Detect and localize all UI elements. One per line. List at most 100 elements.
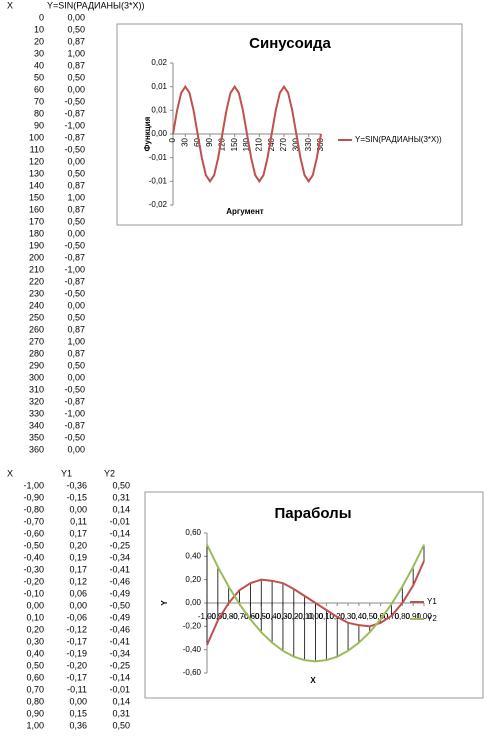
- cell: 0,30: [26, 636, 44, 646]
- cell: 0,14: [112, 504, 130, 514]
- cell: -0,46: [109, 576, 130, 586]
- cell: -0,14: [109, 528, 130, 538]
- series-line: [206, 560, 425, 646]
- cell: 20: [34, 36, 44, 46]
- cell: 0,50: [67, 168, 85, 178]
- cell: 0,14: [112, 696, 130, 706]
- cell: 0,00: [67, 156, 85, 166]
- cell: 270: [29, 336, 44, 346]
- cell: 90: [34, 120, 44, 130]
- cell: 30: [34, 48, 44, 58]
- cell: 0,50: [112, 480, 130, 490]
- y-tick-label: 0,20: [185, 575, 201, 584]
- chart-frame: [144, 491, 484, 699]
- cell: 100: [29, 132, 44, 142]
- chart-frame: [116, 23, 463, 226]
- cell: 310: [29, 384, 44, 394]
- cell: -0,87: [64, 108, 85, 118]
- y-tick-label: 0,01: [151, 105, 167, 114]
- legend-label: Y1: [427, 597, 437, 606]
- cell: -0,87: [64, 276, 85, 286]
- x-tick-label: -0,70: [230, 612, 249, 621]
- cell: -0,11: [67, 684, 87, 694]
- cell: -0,25: [109, 540, 130, 550]
- cell: 0,17: [69, 528, 87, 538]
- cell: 0,87: [67, 348, 85, 358]
- x-tick-label: 270: [279, 137, 288, 151]
- cell: -0,50: [64, 432, 85, 442]
- cell: 0,40: [26, 648, 44, 658]
- y-tick-label: 0,00: [185, 598, 201, 607]
- cell: 0,87: [67, 60, 85, 70]
- cell: -0,87: [64, 420, 85, 430]
- x-tick-label: 210: [254, 137, 263, 151]
- cell: 0,90: [26, 708, 44, 718]
- column-header: X: [7, 468, 13, 478]
- x-tick-label: 360: [316, 137, 325, 151]
- cell: -0,40: [23, 552, 44, 562]
- cell: -1,00: [64, 408, 85, 418]
- cell: 230: [29, 288, 44, 298]
- cell: -0,50: [64, 384, 85, 394]
- cell: 330: [29, 408, 44, 418]
- x-tick-label: 330: [304, 137, 313, 151]
- y-axis-title: Y: [160, 600, 169, 606]
- cell: -0,15: [66, 492, 87, 502]
- chart: Синусоида Аргумент Функция 0,02 0,01 0,01 0,00…: [116, 23, 463, 226]
- cell: 1,00: [67, 192, 85, 202]
- cell: 250: [29, 312, 44, 322]
- y-tick-label: 0,02: [151, 58, 167, 67]
- legend-label: Y=SIN(РАДИАНЫ(3*X)): [355, 135, 442, 144]
- y-axis-title: Функция: [143, 116, 152, 151]
- cell: 240: [29, 300, 44, 310]
- y-tick-label: 0,60: [185, 528, 201, 537]
- cell: -1,00: [23, 480, 44, 490]
- cell: 220: [29, 276, 44, 286]
- cell: 200: [29, 252, 44, 262]
- cell: 0,12: [69, 576, 87, 586]
- cell: -0,20: [66, 660, 87, 670]
- x-tick-label: 240: [267, 137, 276, 151]
- cell: 0,87: [67, 180, 85, 190]
- cell: -0,87: [64, 396, 85, 406]
- cell: 0,50: [67, 312, 85, 322]
- x-tick-label: 0: [168, 137, 177, 142]
- cell: 0,00: [69, 504, 87, 514]
- cell: -0,90: [23, 492, 44, 502]
- cell: 160: [29, 204, 44, 214]
- cell: -0,01: [109, 684, 130, 694]
- cell: -0,41: [109, 564, 130, 574]
- column-header: Y1: [61, 468, 72, 478]
- cell: 120: [29, 156, 44, 166]
- cell: 0: [39, 12, 44, 22]
- cell: 0,20: [69, 540, 87, 550]
- cell: 0,50: [67, 216, 85, 226]
- cell: -0,19: [66, 648, 87, 658]
- cell: -0,70: [23, 516, 44, 526]
- cell: 10: [34, 24, 44, 34]
- cell: 130: [29, 168, 44, 178]
- cell: 170: [29, 216, 44, 226]
- cell: 0,10: [26, 612, 44, 622]
- cell: 0,00: [67, 444, 85, 454]
- cell: 0,50: [26, 660, 44, 670]
- y-tick-label: -0,02: [149, 200, 168, 209]
- chart-title: Синусоида: [249, 35, 331, 52]
- x-tick-label: 0,40: [351, 612, 367, 621]
- cell: -0,49: [109, 588, 130, 598]
- cell: -0,34: [109, 552, 130, 562]
- x-tick-label: 30: [180, 137, 189, 146]
- cell: 0,60: [26, 672, 44, 682]
- cell: 350: [29, 432, 44, 442]
- cell: 60: [34, 84, 44, 94]
- cell: -0,41: [109, 636, 130, 646]
- x-tick-label: 0,90: [405, 612, 421, 621]
- cell: 0,87: [67, 36, 85, 46]
- column-header: Y2: [104, 468, 115, 478]
- cell: 0,80: [26, 696, 44, 706]
- cell: 0,31: [112, 492, 130, 502]
- cell: -0,49: [109, 612, 130, 622]
- cell: -0,87: [64, 252, 85, 262]
- cell: 40: [34, 60, 44, 70]
